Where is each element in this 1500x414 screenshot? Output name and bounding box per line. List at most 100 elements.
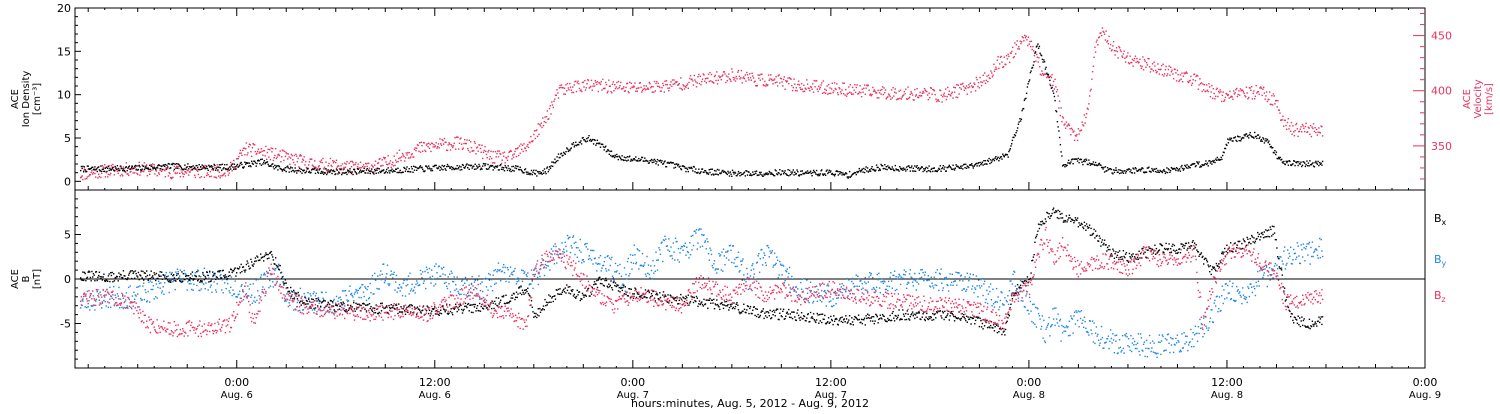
point-ion-density [634, 159, 635, 160]
point-ion-density [184, 165, 185, 166]
point-ion-density [167, 166, 168, 167]
point-by [489, 280, 490, 281]
point-by [493, 275, 494, 276]
point-ion-density [234, 164, 235, 165]
point-velocity [1192, 83, 1193, 84]
point-by [708, 253, 709, 254]
point-by [486, 286, 487, 287]
point-by [1065, 331, 1066, 332]
point-ion-density [1084, 159, 1085, 160]
point-ion-density [1201, 166, 1202, 167]
point-ion-density [351, 173, 352, 174]
point-by [828, 285, 829, 286]
point-by [893, 275, 894, 276]
point-by [583, 261, 584, 262]
point-by [211, 292, 212, 293]
point-ion-density [538, 171, 539, 172]
point-by [781, 265, 782, 266]
point-velocity [1265, 95, 1266, 96]
point-velocity [139, 162, 140, 163]
point-by [1054, 308, 1055, 309]
point-velocity [114, 174, 115, 175]
point-velocity [1262, 95, 1263, 96]
point-velocity [469, 151, 470, 152]
point-by [759, 272, 760, 273]
point-by [975, 289, 976, 290]
point-velocity [979, 77, 980, 78]
point-velocity [290, 157, 291, 158]
point-by [437, 278, 438, 279]
point-velocity [841, 89, 842, 90]
point-ion-density [775, 170, 776, 171]
point-ion-density [352, 174, 353, 175]
point-velocity [956, 84, 957, 85]
point-velocity [342, 163, 343, 164]
point-by [603, 265, 604, 266]
point-by [905, 271, 906, 272]
point-ion-density [891, 169, 892, 170]
point-ion-density [349, 171, 350, 172]
point-ion-density [751, 175, 752, 176]
point-velocity [931, 94, 932, 95]
point-velocity [553, 107, 554, 108]
point-ion-density [543, 173, 544, 174]
point-ion-density [277, 169, 278, 170]
point-by [507, 267, 508, 268]
point-by [436, 272, 437, 273]
point-ion-density [539, 171, 540, 172]
point-ion-density [778, 173, 779, 174]
point-by [572, 237, 573, 238]
point-velocity [1058, 107, 1059, 108]
point-ion-density [763, 175, 764, 176]
point-by [96, 299, 97, 300]
point-velocity [295, 154, 296, 155]
point-by [924, 274, 925, 275]
point-velocity [735, 80, 736, 81]
point-by [1177, 340, 1178, 341]
point-ion-density [1275, 154, 1276, 155]
point-velocity [730, 79, 731, 80]
point-ion-density [285, 167, 286, 168]
point-velocity [544, 121, 545, 122]
point-ion-density [948, 166, 949, 167]
point-velocity [935, 94, 936, 95]
point-velocity [488, 150, 489, 151]
point-velocity [451, 146, 452, 147]
point-velocity [404, 160, 405, 161]
point-velocity [284, 151, 285, 152]
point-by [1018, 298, 1019, 299]
point-by [252, 303, 253, 304]
point-ion-density [593, 143, 594, 144]
point-ion-density [994, 160, 995, 161]
point-ion-density [606, 150, 607, 151]
point-by [334, 299, 335, 300]
point-by [470, 288, 471, 289]
point-by [574, 243, 575, 244]
point-by [156, 283, 157, 284]
point-ion-density [512, 170, 513, 171]
point-velocity [1291, 122, 1292, 123]
point-velocity [1096, 40, 1097, 41]
point-ion-density [653, 162, 654, 163]
point-by [409, 293, 410, 294]
point-velocity [1279, 112, 1280, 113]
point-velocity [497, 150, 498, 151]
point-velocity [577, 82, 578, 83]
point-ion-density [126, 166, 127, 167]
point-velocity [1198, 84, 1199, 85]
point-ion-density [1278, 157, 1279, 158]
point-by [733, 262, 734, 263]
point-velocity [519, 145, 520, 146]
point-velocity [1094, 47, 1095, 48]
point-ion-density [708, 174, 709, 175]
point-velocity [559, 85, 560, 86]
point-ion-density [959, 168, 960, 169]
point-ion-density [397, 172, 398, 173]
point-velocity [622, 88, 623, 89]
point-by [384, 282, 385, 283]
point-velocity [640, 82, 641, 83]
point-velocity [350, 161, 351, 162]
point-velocity [1062, 116, 1063, 117]
point-by [1286, 263, 1287, 264]
point-ion-density [729, 175, 730, 176]
